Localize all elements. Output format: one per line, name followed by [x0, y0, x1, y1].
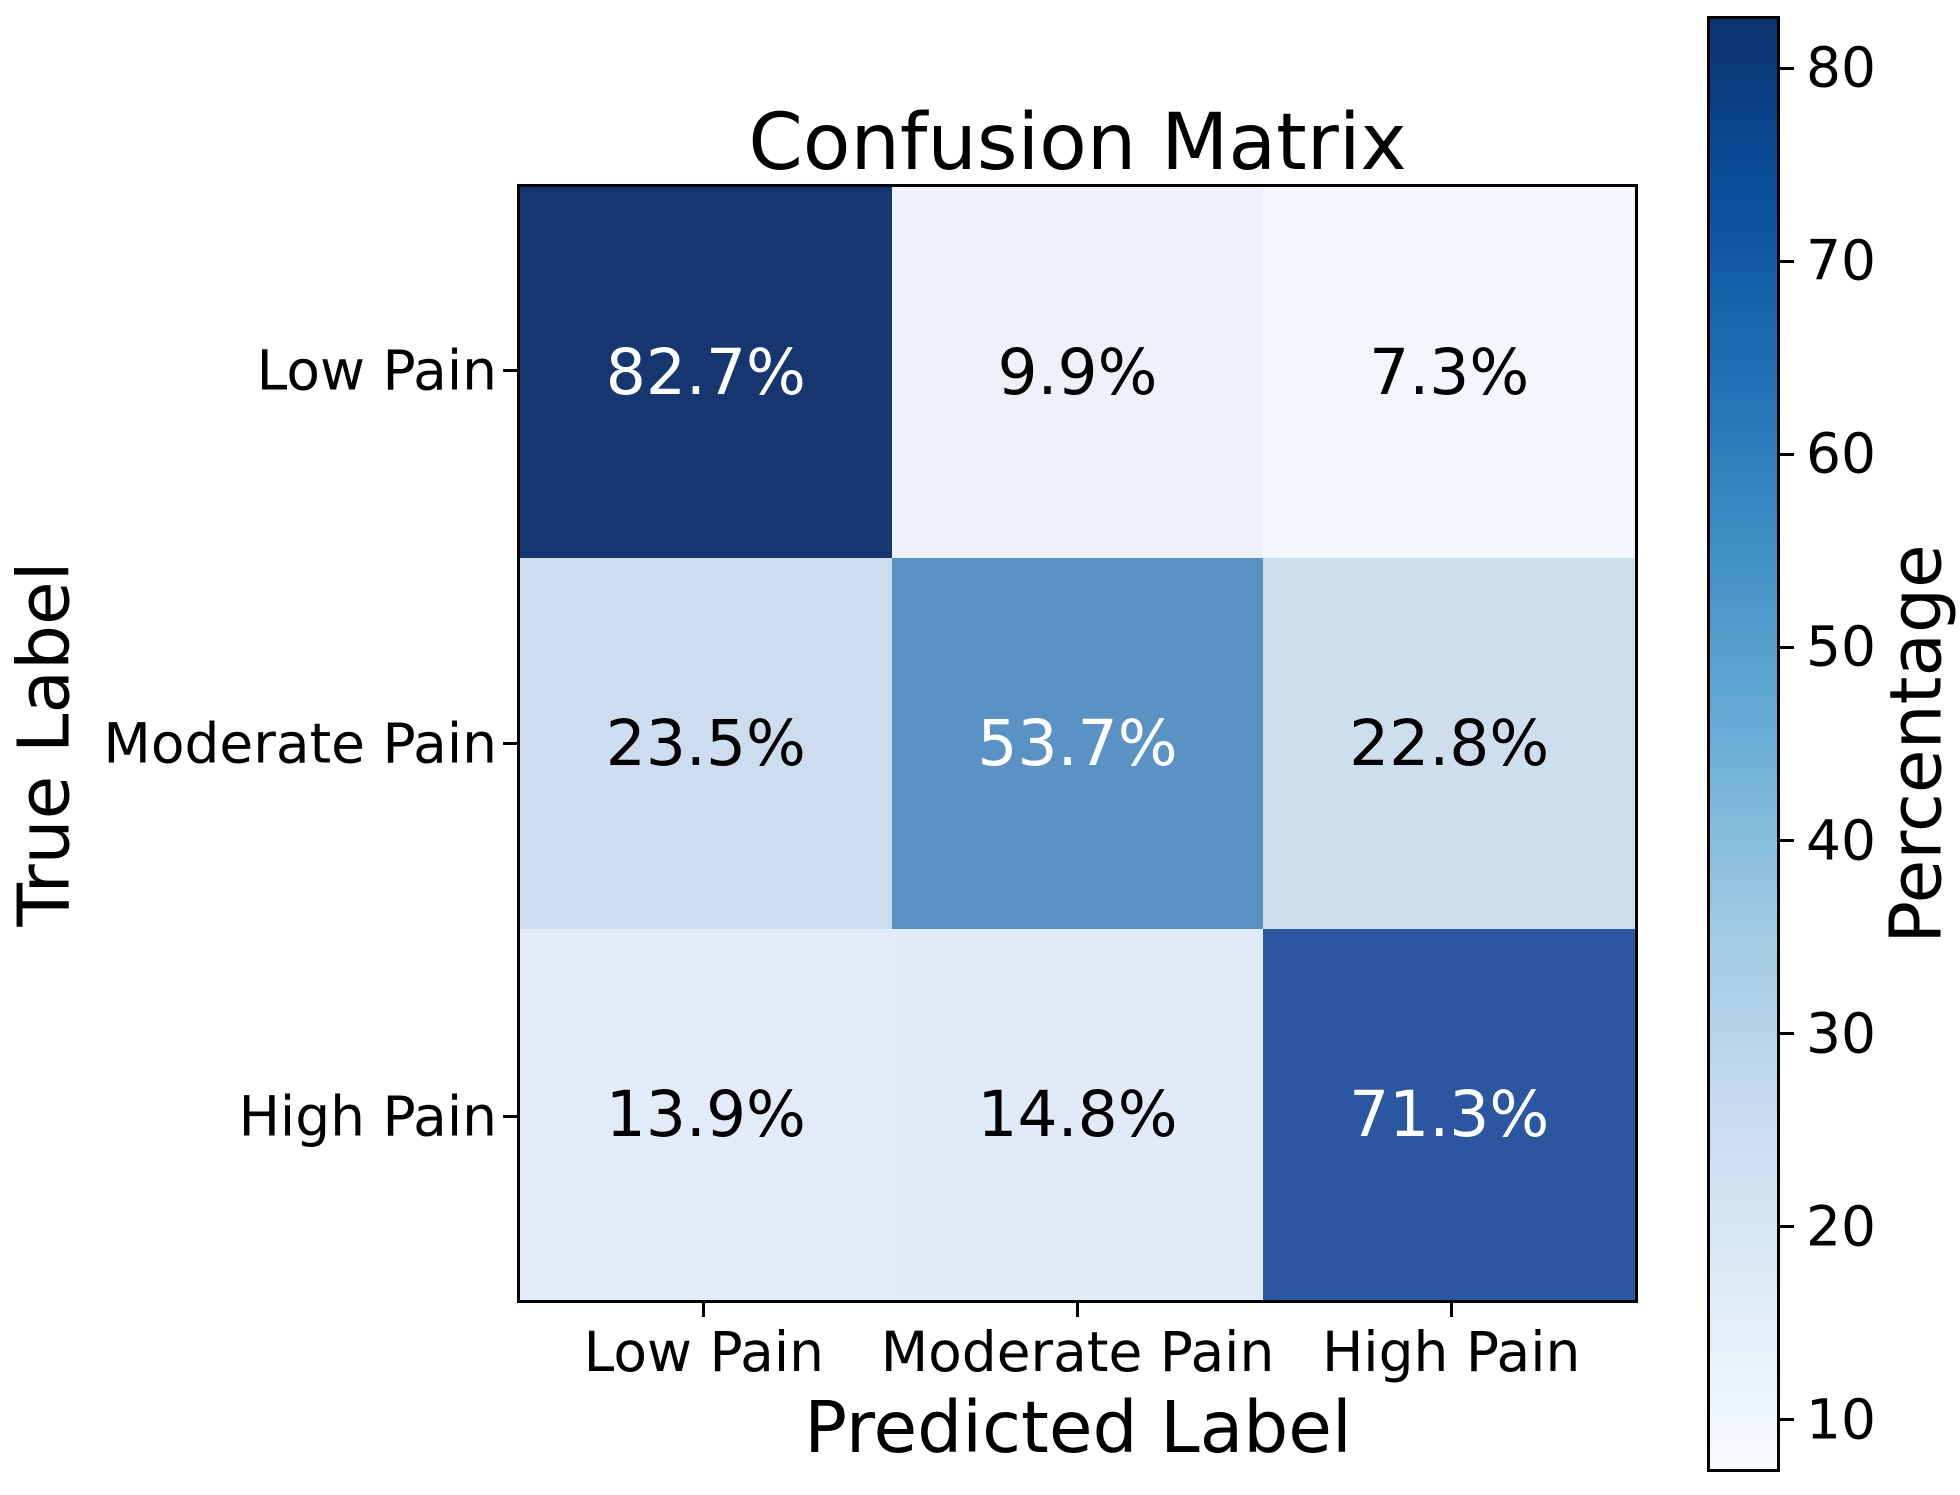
- colorbar-title: Percentage: [1874, 544, 1958, 944]
- y-tick-label: High Pain: [238, 1084, 497, 1148]
- colorbar-tick: [1780, 645, 1794, 649]
- colorbar-tick: [1780, 66, 1794, 70]
- y-axis-tick: [503, 369, 517, 372]
- matrix-cell: 9.9%: [891, 187, 1264, 558]
- matrix-cell: 7.3%: [1263, 187, 1635, 558]
- y-axis-tick: [503, 1115, 517, 1118]
- matrix-cell: 53.7%: [891, 558, 1264, 929]
- x-axis-tick: [1449, 1303, 1453, 1317]
- y-tick-label: Moderate Pain: [103, 711, 497, 775]
- colorbar-tick-label: 80: [1806, 35, 1876, 100]
- heatmap-grid: 82.7% 9.9% 7.3% 23.5% 53.7% 22.8% 13.9% 14.8% 71…: [517, 184, 1638, 1303]
- colorbar: [1707, 16, 1780, 1472]
- y-axis-title: True Label: [2, 561, 86, 927]
- y-axis-tick: [503, 742, 517, 745]
- colorbar-tick: [1780, 839, 1794, 843]
- matrix-cell: 82.7%: [520, 187, 892, 558]
- matrix-cell: 14.8%: [891, 929, 1264, 1300]
- matrix-cell: 23.5%: [520, 558, 892, 929]
- colorbar-tick: [1780, 1418, 1794, 1422]
- colorbar-tick-label: 20: [1806, 1194, 1876, 1259]
- y-tick-label: Low Pain: [256, 338, 497, 402]
- colorbar-tick: [1780, 1225, 1794, 1229]
- colorbar-tick-label: 10: [1806, 1387, 1876, 1452]
- colorbar-tick: [1780, 452, 1794, 456]
- colorbar-tick-label: 50: [1806, 614, 1876, 679]
- x-tick-label: Low Pain: [583, 1320, 824, 1384]
- matrix-cell: 13.9%: [520, 929, 892, 1300]
- colorbar-tick-label: 40: [1806, 808, 1876, 873]
- colorbar-tick: [1780, 1032, 1794, 1036]
- matrix-cell: 22.8%: [1263, 558, 1635, 929]
- colorbar-tick: [1780, 259, 1794, 263]
- matrix-cell: 71.3%: [1263, 929, 1635, 1300]
- chart-title: Confusion Matrix: [748, 98, 1407, 188]
- x-axis-title: Predicted Label: [804, 1386, 1352, 1469]
- colorbar-tick-label: 70: [1806, 228, 1876, 293]
- x-tick-label: Moderate Pain: [880, 1320, 1275, 1384]
- x-axis-tick: [702, 1303, 706, 1317]
- colorbar-tick-label: 60: [1806, 421, 1876, 486]
- x-tick-label: High Pain: [1321, 1320, 1581, 1384]
- colorbar-tick-label: 30: [1806, 1001, 1876, 1066]
- x-axis-tick: [1076, 1303, 1079, 1317]
